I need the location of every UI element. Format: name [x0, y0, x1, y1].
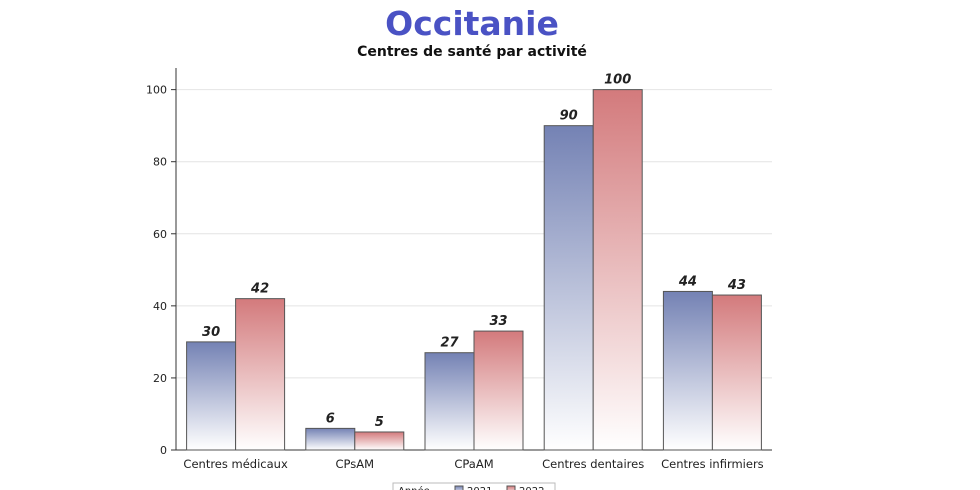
data-label: 90 — [560, 109, 578, 124]
data-label: 42 — [250, 282, 269, 297]
legend-item-label: 2021 — [467, 486, 492, 490]
y-tick-label: 100 — [146, 84, 167, 97]
x-category-label: Centres infirmiers — [661, 457, 764, 471]
legend-box — [392, 482, 556, 490]
y-tick-label: 40 — [153, 300, 167, 313]
chart-subtitle: Centres de santé par activité — [357, 44, 587, 60]
bar-2021 — [424, 352, 475, 451]
data-label: 6 — [326, 411, 335, 426]
page-title: Occitanie — [385, 4, 559, 43]
bar-2022 — [473, 330, 524, 451]
bar-2021 — [305, 427, 356, 451]
data-label: 30 — [202, 325, 220, 340]
data-label: 33 — [489, 314, 507, 329]
bar-2021 — [543, 125, 594, 451]
x-category-label: CPsAM — [336, 457, 375, 471]
data-label: 100 — [604, 73, 631, 88]
x-category-label: Centres médicaux — [183, 457, 288, 471]
labels: 30 42 6 5 27 33 90 100 44 43 — [202, 73, 746, 430]
data-label: 27 — [440, 336, 459, 351]
y-tick-label: 0 — [160, 444, 167, 457]
legend-swatch-2022 — [506, 485, 516, 490]
bar-2022 — [711, 294, 762, 451]
y-tick-label: 20 — [153, 372, 167, 385]
bar-2022 — [592, 89, 643, 451]
bar-2021 — [662, 290, 713, 451]
legend-title: Année — [398, 485, 430, 490]
y-tick-label: 60 — [153, 228, 167, 241]
x-category-label: CPaAM — [454, 457, 493, 471]
data-label: 43 — [727, 278, 746, 293]
bars — [186, 89, 762, 451]
bar-2022 — [354, 431, 405, 451]
bar-2021 — [186, 341, 237, 451]
legend-item-label: 2022 — [519, 486, 544, 490]
data-label: 44 — [678, 274, 697, 289]
legend-swatch-2021 — [454, 485, 464, 490]
y-tick-label: 80 — [153, 156, 167, 169]
x-category-label: Centres dentaires — [542, 457, 644, 471]
bar-2022 — [235, 298, 286, 451]
legend: Année 2021 2022 — [392, 482, 556, 490]
data-label: 5 — [375, 415, 384, 430]
